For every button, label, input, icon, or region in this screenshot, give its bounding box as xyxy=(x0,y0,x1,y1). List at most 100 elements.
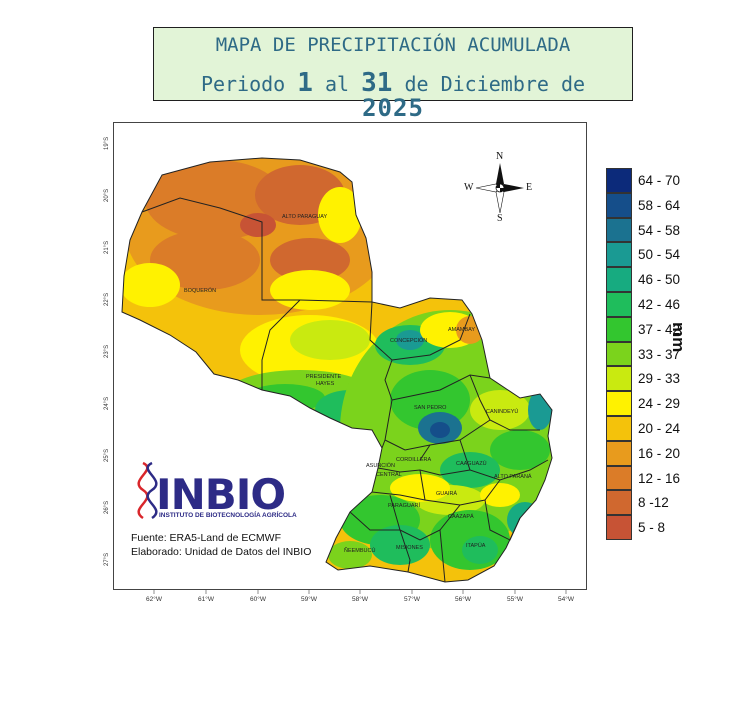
dept-label-canindeyu: CANINDEYÚ xyxy=(486,409,519,415)
legend-swatch xyxy=(606,168,632,193)
legend-swatch xyxy=(606,440,632,466)
dept-label-neembucu: ÑEEMBUCÚ xyxy=(344,548,376,554)
legend-item: 58 - 64 xyxy=(606,192,746,218)
compass-east: E xyxy=(526,182,533,193)
longitude-label: 54°W xyxy=(558,596,574,603)
legend-swatch xyxy=(606,217,632,243)
dept-label-amambay: AMAMBAY xyxy=(448,327,476,333)
legend-swatch xyxy=(606,341,632,367)
dept-label-san-pedro: SAN PEDRO xyxy=(414,405,447,411)
dept-label-caazapa: CAAZAPÁ xyxy=(448,514,474,520)
legend-item: 50 - 54 xyxy=(606,242,746,268)
inbio-logo-subtitle: INSTITUTO DE BIOTECNOLOGÍA AGRÍCOLA xyxy=(159,512,297,519)
legend-label: 33 - 37 xyxy=(638,346,681,362)
legend-item: 8 -12 xyxy=(606,490,746,516)
title-year: 2025 xyxy=(362,94,424,122)
legend-item: 42 - 46 xyxy=(606,292,746,317)
latitude-label: 27°S xyxy=(104,552,110,566)
compass-north: N xyxy=(496,151,504,162)
dept-label-boqueron: BOQUERÓN xyxy=(184,288,217,294)
dept-label-itapua: ITAPÚA xyxy=(466,543,486,549)
legend-swatch xyxy=(606,192,632,218)
longitude-label: 55°W xyxy=(507,596,523,603)
legend-label: 20 - 24 xyxy=(638,421,681,436)
dept-label-alto-parana: ALTO PARANÁ xyxy=(494,474,532,480)
legend-swatch xyxy=(606,490,632,516)
legend-swatch xyxy=(606,416,632,441)
compass-rose xyxy=(475,163,524,214)
dept-label-concepcion: CONCEPCIÓN xyxy=(390,338,428,344)
title-period-mid: al xyxy=(312,72,362,96)
legend-item: 37 - 42 xyxy=(606,316,746,342)
title-line-1: MAPA DE PRECIPITACIÓN ACUMULADA xyxy=(215,34,571,56)
latitude-label: 19°S xyxy=(104,136,110,150)
legend-swatch xyxy=(606,267,632,292)
legend-label: 24 - 29 xyxy=(638,396,681,412)
legend-item: 5 - 8 xyxy=(606,515,746,540)
legend-label: 12 - 16 xyxy=(638,470,681,486)
dept-label-misiones: MISIONES xyxy=(396,545,423,551)
legend-item: 54 - 58 xyxy=(606,217,746,243)
legend-label: 16 - 20 xyxy=(638,445,681,461)
legend-swatch xyxy=(606,391,632,416)
compass-west: W xyxy=(464,182,474,193)
legend-item: 12 - 16 xyxy=(606,465,746,491)
legend-item: 24 - 29 xyxy=(606,391,746,416)
latitude-label: 23°S xyxy=(104,344,110,358)
legend-item: 46 - 50 xyxy=(606,267,746,292)
legend-swatch xyxy=(606,316,632,342)
legend-swatch xyxy=(606,366,632,392)
legend-item: 29 - 33 xyxy=(606,366,746,392)
dept-label-caaguazu: CAAGUAZÚ xyxy=(456,461,487,467)
longitude-label: 60°W xyxy=(250,596,266,603)
latitude-label: 24°S xyxy=(104,396,110,410)
legend-swatch xyxy=(606,242,632,268)
legend-label: 50 - 54 xyxy=(638,247,681,263)
dept-label-alto-paraguay: ALTO PARAGUAY xyxy=(282,214,328,220)
legend-swatch xyxy=(606,515,632,540)
legend-label: 54 - 58 xyxy=(638,222,681,238)
longitude-label: 61°W xyxy=(198,596,214,603)
legend-label: 64 - 70 xyxy=(638,173,681,188)
dept-label-guaira: GUAIRÁ xyxy=(436,491,458,497)
latitude-label: 26°S xyxy=(104,500,110,514)
dept-label-central: CENTRAL xyxy=(376,472,402,478)
title-day-end: 31 xyxy=(361,68,393,98)
legend-label: 42 - 46 xyxy=(638,297,681,312)
title-period-prefix: Periodo xyxy=(200,72,298,96)
dept-label-hayes: HAYES xyxy=(316,381,335,387)
latitude-label: 22°S xyxy=(104,292,110,306)
legend-label: 8 -12 xyxy=(638,495,669,511)
legend-swatch xyxy=(606,465,632,491)
credit-source: Fuente: ERA5-Land de ECMWF xyxy=(131,532,281,544)
dept-label-paraguari: PARAGUARÍ xyxy=(388,503,420,509)
longitude-label: 58°W xyxy=(352,596,368,603)
department-boundaries xyxy=(121,157,553,583)
compass-south: S xyxy=(497,213,503,224)
legend-label: 37 - 42 xyxy=(638,321,681,337)
legend-swatch xyxy=(606,292,632,317)
longitude-label: 56°W xyxy=(455,596,471,603)
frame-ticks xyxy=(153,590,567,594)
dept-label-cordillera: CORDILLERA xyxy=(396,457,432,463)
legend-unit: mm xyxy=(669,322,688,353)
legend-label: 5 - 8 xyxy=(638,520,666,536)
title-line-2: Periodo 1 al 31 de Diciembre de xyxy=(154,68,632,98)
dept-label-presidente: PRESIDENTE xyxy=(306,374,342,380)
legend-item: 20 - 24 xyxy=(606,416,746,441)
title-day-start: 1 xyxy=(297,68,313,98)
inbio-helix-logo xyxy=(137,461,158,520)
dept-label-asuncion: ASUNCIÓN xyxy=(366,463,396,469)
title-box: MAPA DE PRECIPITACIÓN ACUMULADA Periodo … xyxy=(153,27,633,122)
longitude-label: 57°W xyxy=(404,596,420,603)
latitude-label: 25°S xyxy=(104,448,110,462)
inbio-logo-text: INBIO xyxy=(156,470,286,519)
latitude-label: 21°S xyxy=(104,240,110,254)
legend-label: 46 - 50 xyxy=(638,272,681,288)
longitude-label: 62°W xyxy=(146,596,162,603)
legend-label: 29 - 33 xyxy=(638,371,681,387)
legend-item: 33 - 37 xyxy=(606,341,746,367)
legend-item: 64 - 70 xyxy=(606,168,746,193)
title-period-suffix: de Diciembre de xyxy=(392,72,586,96)
